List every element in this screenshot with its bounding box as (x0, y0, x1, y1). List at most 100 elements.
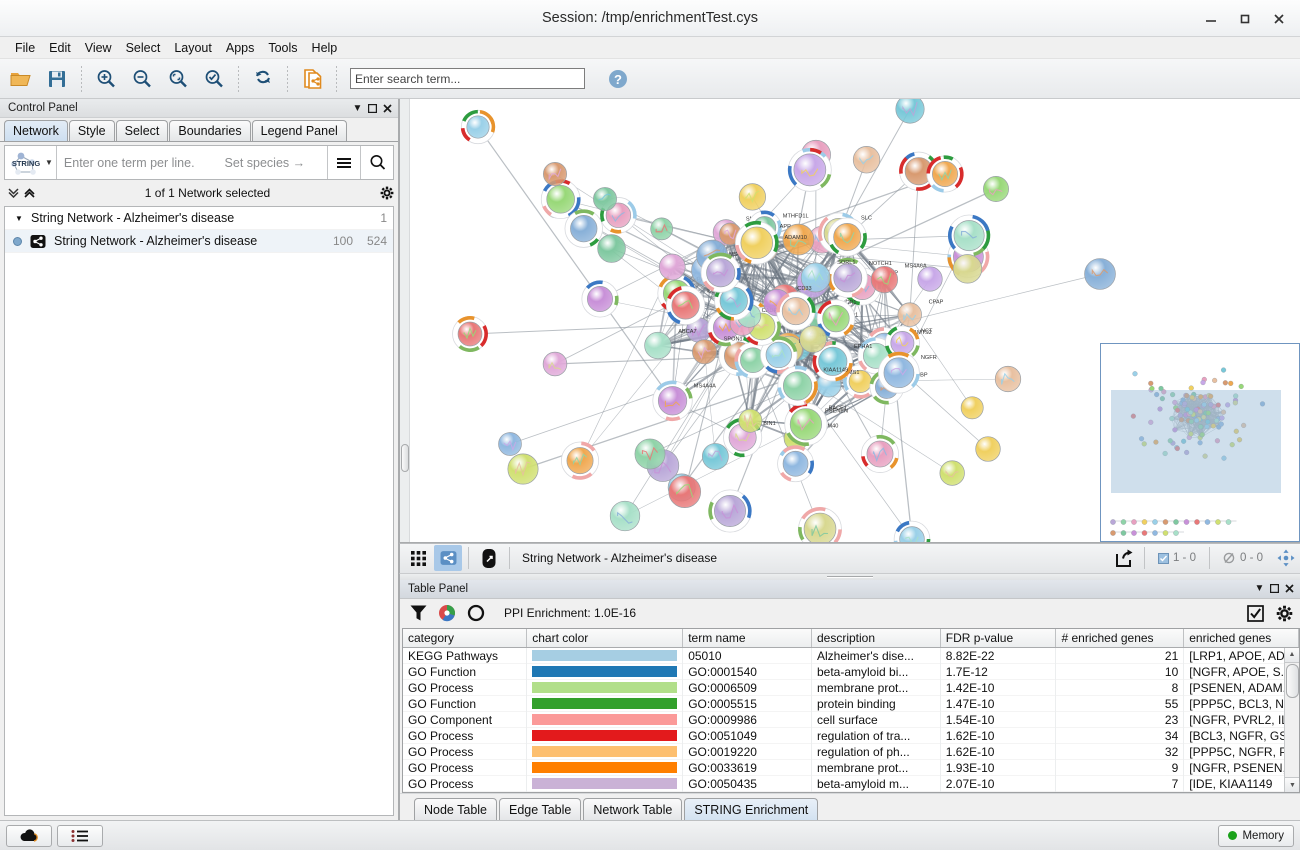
scroll-down-arrow[interactable]: ▼ (1285, 777, 1299, 792)
checkbox-icon[interactable] (1245, 602, 1265, 624)
table-row[interactable]: GO Function GO:0005515 protein binding 1.47… (403, 695, 1299, 712)
minimize-button[interactable] (1194, 4, 1228, 34)
network-node[interactable] (983, 176, 1009, 202)
network-node[interactable] (926, 155, 964, 193)
table-row[interactable]: GO Process GO:0051049 regulation of tra...… (403, 727, 1299, 744)
expand-triangle-icon[interactable]: ▼ (15, 213, 23, 223)
menu-apps[interactable]: Apps (225, 40, 255, 55)
network-node[interactable] (852, 146, 881, 174)
network-nodes[interactable]: MT-ND2MT-ND1VSNL1GAB2MS1IL1BCLUMMECYP19A… (452, 99, 1116, 543)
menu-view[interactable]: View (84, 40, 112, 55)
network-graph[interactable]: MT-ND2MT-ND1VSNL1GAB2MS1IL1BCLUMMECYP19A… (400, 99, 1290, 543)
split-gripper[interactable] (399, 572, 1300, 580)
panel-close-icon[interactable] (1282, 581, 1297, 596)
string-dropdown-icon[interactable]: ▼ (45, 158, 53, 167)
menu-layout[interactable]: Layout (174, 40, 212, 55)
refresh-icon[interactable] (246, 62, 280, 96)
close-button[interactable] (1262, 4, 1296, 34)
network-node[interactable] (777, 365, 818, 407)
network-node[interactable] (609, 500, 641, 532)
network-tree-root[interactable]: ▼ String Network - Alzheimer's disease 1 (5, 207, 393, 230)
network-node[interactable]: MS4A4A (652, 380, 716, 422)
column-header-enriched-genes[interactable]: enriched genes (1183, 628, 1299, 648)
network-node[interactable] (816, 299, 856, 338)
search-icon[interactable] (360, 146, 393, 179)
table-row[interactable]: GO Function GO:0001540 beta-amyloid bi... 1… (403, 663, 1299, 680)
zoom-in-icon[interactable] (89, 62, 123, 96)
pie-chart-icon[interactable] (437, 602, 457, 624)
filter-icon[interactable] (408, 602, 428, 624)
network-node[interactable]: SPON1 (692, 337, 743, 365)
gear-icon[interactable] (379, 185, 394, 200)
network-vertical-scrollbar[interactable] (400, 99, 410, 542)
panel-close-icon[interactable] (380, 101, 395, 116)
export-icon[interactable] (1110, 545, 1138, 571)
grid-layout-icon[interactable] (404, 545, 432, 571)
save-icon[interactable] (40, 62, 74, 96)
memory-status-button[interactable]: Memory (1218, 824, 1294, 847)
gear-icon[interactable] (1274, 602, 1294, 624)
menu-help[interactable]: Help (311, 40, 338, 55)
network-node[interactable] (787, 147, 832, 192)
tab-node-table[interactable]: Node Table (414, 798, 498, 820)
table-row[interactable]: GO Process GO:0050435 beta-amyloid m... 2.0… (403, 775, 1299, 792)
panel-float-icon[interactable] (365, 101, 380, 116)
network-node[interactable]: SORL1 (800, 260, 856, 293)
network-node[interactable] (948, 214, 991, 257)
network-node[interactable] (561, 441, 600, 480)
network-node[interactable] (700, 252, 741, 293)
network-node[interactable] (634, 438, 666, 470)
donut-chart-icon[interactable] (466, 602, 486, 624)
column-header-fdr[interactable]: FDR p-value (940, 628, 1057, 648)
menu-tools[interactable]: Tools (268, 40, 298, 55)
tab-network[interactable]: Network (4, 120, 68, 141)
table-scrollbar-thumb[interactable] (1286, 663, 1299, 698)
collapse-all-icon[interactable] (23, 185, 36, 201)
enrichment-table-wrapper[interactable]: category chart color term name descripti… (402, 627, 1300, 793)
zoom-out-icon[interactable] (125, 62, 159, 96)
share-document-icon[interactable] (295, 62, 329, 96)
column-header-term-name[interactable]: term name (682, 628, 812, 648)
maximize-button[interactable] (1228, 4, 1262, 34)
network-node[interactable] (917, 266, 943, 292)
network-node[interactable]: BACE1 (784, 402, 847, 446)
network-node[interactable] (827, 217, 867, 257)
set-species-link[interactable]: Set species → (224, 155, 306, 170)
network-canvas[interactable]: MT-ND2MT-ND1VSNL1GAB2MS1IL1BCLUMMECYP19A… (399, 99, 1300, 543)
search-input[interactable]: Enter search term... (350, 68, 585, 89)
network-node[interactable] (960, 396, 984, 420)
network-node[interactable]: APP (734, 220, 791, 265)
network-node[interactable]: NGFR (878, 351, 937, 394)
network-node[interactable]: MS4A6A (870, 263, 927, 294)
network-node[interactable] (738, 183, 767, 211)
birds-eye-view[interactable] (1100, 342, 1300, 542)
column-header-description[interactable]: description (811, 628, 941, 648)
network-node[interactable] (738, 408, 763, 433)
network-node[interactable] (650, 217, 674, 241)
birds-eye-viewport[interactable] (1111, 389, 1281, 493)
network-node[interactable]: ABCA7 (644, 329, 697, 360)
zoom-selected-icon[interactable] (197, 62, 231, 96)
column-header-category[interactable]: category (403, 628, 528, 648)
share-network-icon[interactable] (434, 545, 462, 571)
network-node[interactable] (593, 187, 617, 211)
scrollbar-thumb[interactable] (401, 444, 409, 472)
column-header-enriched-count[interactable]: # enriched genes (1055, 628, 1185, 648)
hamburger-icon[interactable] (327, 146, 360, 179)
network-node[interactable] (777, 445, 815, 483)
tab-network-table[interactable]: Network Table (583, 798, 683, 820)
network-node[interactable] (708, 489, 752, 533)
zoom-fit-icon[interactable] (161, 62, 195, 96)
cloud-icon[interactable] (6, 824, 52, 847)
network-node[interactable] (507, 453, 539, 485)
menu-edit[interactable]: Edit (49, 40, 71, 55)
task-list-icon[interactable] (57, 824, 103, 847)
network-node[interactable] (701, 443, 729, 470)
network-node[interactable] (799, 325, 827, 353)
navigator-icon[interactable] (1272, 545, 1300, 571)
network-node[interactable] (498, 432, 522, 456)
table-vertical-scrollbar[interactable]: ▲ ▼ (1284, 647, 1299, 792)
open-folder-icon[interactable] (4, 62, 38, 96)
network-node[interactable] (581, 280, 619, 318)
tab-edge-table[interactable]: Edge Table (499, 798, 582, 820)
